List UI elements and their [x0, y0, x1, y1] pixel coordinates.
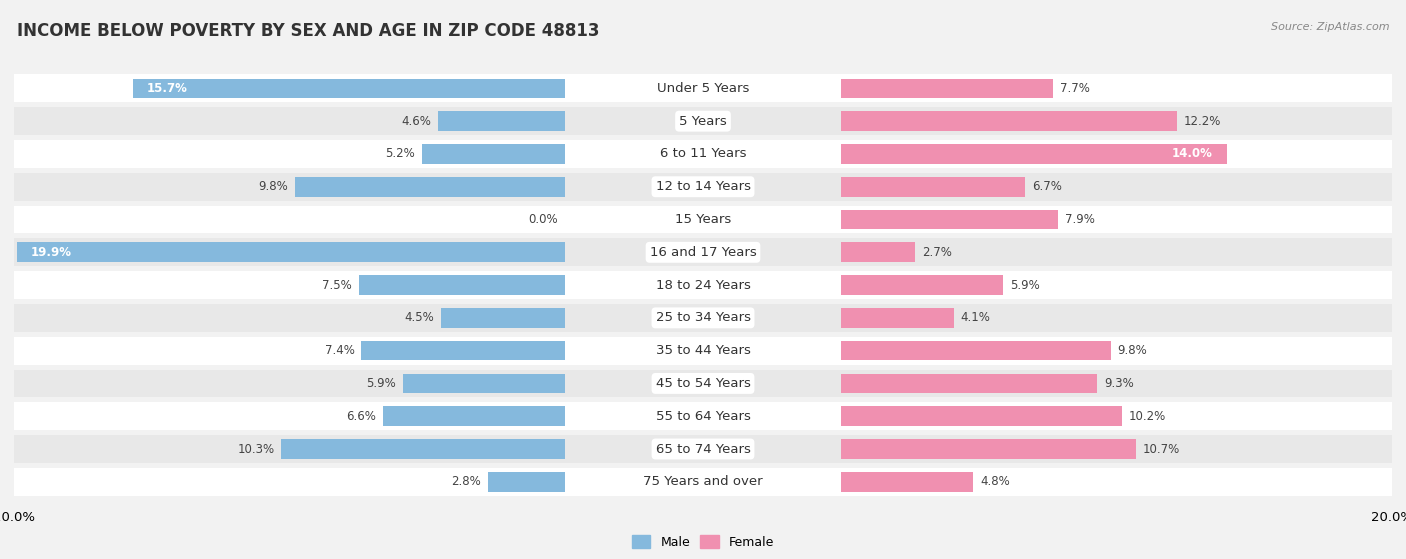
FancyBboxPatch shape: [14, 468, 1392, 496]
Text: 5.9%: 5.9%: [1011, 278, 1040, 292]
Bar: [281, 439, 565, 459]
FancyBboxPatch shape: [14, 435, 1392, 463]
Text: INCOME BELOW POVERTY BY SEX AND AGE IN ZIP CODE 48813: INCOME BELOW POVERTY BY SEX AND AGE IN Z…: [17, 22, 599, 40]
Bar: [17, 243, 565, 262]
Text: 10.2%: 10.2%: [1129, 410, 1166, 423]
Text: 15 Years: 15 Years: [675, 213, 731, 226]
Text: 7.5%: 7.5%: [322, 278, 352, 292]
Text: 16 and 17 Years: 16 and 17 Years: [650, 246, 756, 259]
Text: 12.2%: 12.2%: [1184, 115, 1222, 127]
Bar: [841, 439, 1136, 459]
Text: 5.2%: 5.2%: [385, 148, 415, 160]
Text: 7.9%: 7.9%: [1066, 213, 1095, 226]
Bar: [439, 111, 565, 131]
Text: 55 to 64 Years: 55 to 64 Years: [655, 410, 751, 423]
Bar: [132, 79, 565, 98]
Bar: [422, 144, 565, 164]
Bar: [402, 373, 565, 394]
Bar: [841, 308, 953, 328]
Text: 2.7%: 2.7%: [922, 246, 952, 259]
Text: 5.9%: 5.9%: [366, 377, 395, 390]
Text: 75 Years and over: 75 Years and over: [643, 475, 763, 489]
FancyBboxPatch shape: [14, 271, 1392, 299]
Bar: [841, 275, 1004, 295]
FancyBboxPatch shape: [14, 140, 1392, 168]
Bar: [359, 275, 565, 295]
Text: 5 Years: 5 Years: [679, 115, 727, 127]
Text: 25 to 34 Years: 25 to 34 Years: [655, 311, 751, 324]
Bar: [841, 341, 1111, 361]
Text: 4.8%: 4.8%: [980, 475, 1010, 489]
FancyBboxPatch shape: [14, 337, 1392, 364]
Text: 6.6%: 6.6%: [346, 410, 377, 423]
FancyBboxPatch shape: [14, 402, 1392, 430]
Text: 18 to 24 Years: 18 to 24 Years: [655, 278, 751, 292]
FancyBboxPatch shape: [14, 206, 1392, 234]
Text: 12 to 14 Years: 12 to 14 Years: [655, 180, 751, 193]
Bar: [361, 341, 565, 361]
Text: 9.8%: 9.8%: [1118, 344, 1147, 357]
Text: 4.1%: 4.1%: [960, 311, 991, 324]
Bar: [841, 144, 1226, 164]
Text: Source: ZipAtlas.com: Source: ZipAtlas.com: [1271, 22, 1389, 32]
Text: 2.8%: 2.8%: [451, 475, 481, 489]
Legend: Male, Female: Male, Female: [627, 530, 779, 553]
FancyBboxPatch shape: [14, 74, 1392, 102]
Text: 45 to 54 Years: 45 to 54 Years: [655, 377, 751, 390]
Text: 65 to 74 Years: 65 to 74 Years: [655, 443, 751, 456]
FancyBboxPatch shape: [14, 173, 1392, 201]
Bar: [841, 177, 1025, 197]
FancyBboxPatch shape: [14, 369, 1392, 397]
Text: 14.0%: 14.0%: [1173, 148, 1213, 160]
Text: 19.9%: 19.9%: [31, 246, 72, 259]
Bar: [841, 79, 1053, 98]
Text: 9.8%: 9.8%: [259, 180, 288, 193]
Text: 7.4%: 7.4%: [325, 344, 354, 357]
Bar: [488, 472, 565, 491]
Text: 7.7%: 7.7%: [1060, 82, 1090, 95]
Bar: [841, 243, 915, 262]
Bar: [841, 373, 1097, 394]
FancyBboxPatch shape: [14, 304, 1392, 332]
Text: 4.5%: 4.5%: [405, 311, 434, 324]
Text: 35 to 44 Years: 35 to 44 Years: [655, 344, 751, 357]
Bar: [384, 406, 565, 426]
FancyBboxPatch shape: [14, 107, 1392, 135]
Bar: [841, 472, 973, 491]
Text: 4.6%: 4.6%: [402, 115, 432, 127]
Text: 15.7%: 15.7%: [146, 82, 187, 95]
Text: 9.3%: 9.3%: [1104, 377, 1133, 390]
Text: 0.0%: 0.0%: [529, 213, 558, 226]
Text: 6.7%: 6.7%: [1032, 180, 1062, 193]
Bar: [841, 406, 1122, 426]
Bar: [841, 210, 1059, 229]
FancyBboxPatch shape: [14, 238, 1392, 266]
Text: Under 5 Years: Under 5 Years: [657, 82, 749, 95]
Bar: [295, 177, 565, 197]
Text: 6 to 11 Years: 6 to 11 Years: [659, 148, 747, 160]
Bar: [841, 111, 1177, 131]
Text: 10.3%: 10.3%: [238, 443, 274, 456]
Text: 10.7%: 10.7%: [1143, 443, 1180, 456]
Bar: [441, 308, 565, 328]
